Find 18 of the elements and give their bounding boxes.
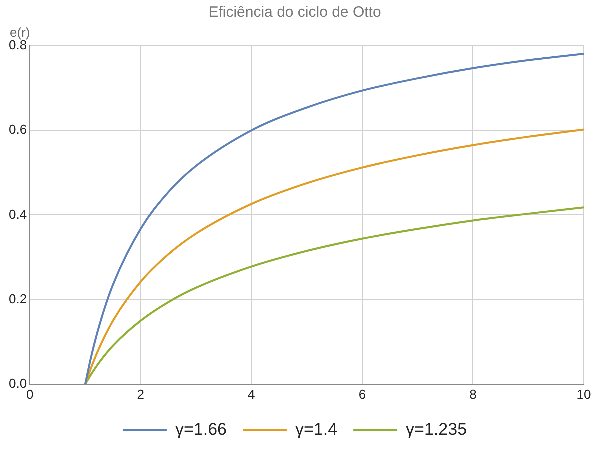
y-tick-label: 0.2: [8, 291, 28, 306]
line-series: [84, 128, 584, 384]
x-tick-label: 4: [248, 386, 256, 402]
x-tick-label: 2: [137, 386, 144, 402]
legend-label: γ=1.235: [406, 420, 468, 440]
x-tick-label: 8: [470, 386, 477, 402]
y-tick-label: 0.0: [8, 376, 28, 391]
legend-label: γ=1.66: [175, 420, 227, 440]
x-tick-label: 10: [576, 386, 592, 402]
y-tick-label: 0.6: [8, 122, 28, 138]
line-series: [84, 53, 584, 384]
y-axis-title: e(r): [10, 25, 30, 40]
chart-title: Eficiência do ciclo de Otto: [208, 4, 382, 22]
x-tick-label: 0: [26, 386, 34, 402]
legend-label: γ=1.4: [295, 420, 338, 440]
x-tick-label: 6: [358, 386, 366, 402]
y-tick-label: 0.4: [8, 206, 28, 222]
line-series: [84, 206, 584, 384]
